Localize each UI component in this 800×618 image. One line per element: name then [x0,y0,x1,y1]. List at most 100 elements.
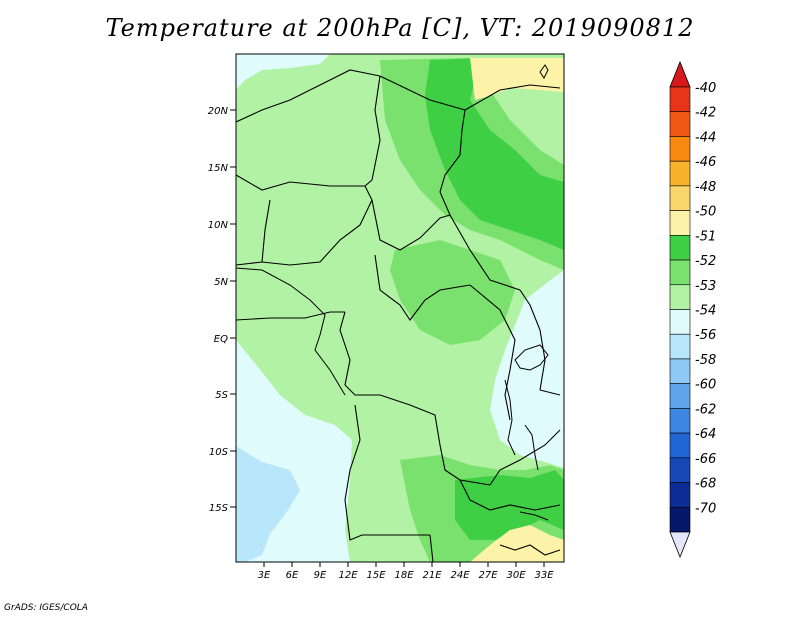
colorbar-cell [669,506,691,533]
axis-ticks [230,109,545,567]
border-line [236,174,373,201]
lon-label: 15E [366,570,386,581]
colorbar-label: -64 [695,427,716,442]
border-line [261,199,271,263]
colorbar-label: -50 [695,205,716,220]
lon-label: 30E [506,570,526,581]
lat-label: 20N [208,106,229,117]
lon-label: 6E [286,570,299,581]
colorbar-label: -53 [695,279,716,294]
colorbar-cells [669,86,691,533]
colorbar-cell [669,432,691,459]
colorbar-cell [669,482,691,508]
colorbar-cell [669,259,691,286]
lon-label: 9E [314,570,327,581]
lat-label: 5N [214,277,228,288]
lat-label: 5S [215,390,228,401]
shade-northeast-warm [470,58,564,100]
lake-outline [524,424,539,471]
lakes-and-coast [236,64,549,521]
latitude-labels: 20N 15N 10N 5N EQ 5S 10S 15S [208,106,229,514]
lat-label: 10S [209,447,229,458]
colorbar: -40 -42 -44 -46 -48 -50 -51 -52 -53 -54 -56 -58 -60 -… [669,60,716,559]
colorbar-label: -60 [695,378,716,393]
colorbar-cell [669,136,691,162]
colorbar-label: -58 [695,353,716,368]
border-line [519,289,546,391]
colorbar-cell [669,185,691,211]
colorbar-cell [669,457,691,483]
border-line [469,284,516,421]
border-line [464,84,561,111]
shade-central-green [390,240,515,345]
colorbar-label: -40 [695,81,716,96]
lon-label: 27E [478,570,498,581]
border-line [409,404,491,486]
lon-label: 3E [258,570,271,581]
colorbar-cell [669,111,691,137]
temperature-shading [236,54,564,562]
border-line [236,311,345,321]
lat-label: 15N [208,163,229,174]
border-line [459,479,561,511]
colorbar-label: -48 [695,180,716,195]
colorbar-label: -44 [695,130,716,145]
colorbar-bottom-triangle [669,531,691,559]
map-frame [235,53,565,563]
colorbar-label: -70 [695,501,716,516]
border-line [449,214,521,291]
longitude-labels: 3E 6E 9E 12E 15E 18E 21E 24E 27E 30E 33E [258,570,555,581]
border-line [379,75,466,216]
coastline [236,267,346,396]
lon-label: 18E [394,570,414,581]
colorbar-label: -56 [695,328,716,343]
colorbar-label: -52 [695,254,716,269]
colorbar-cell [669,309,691,335]
colorbar-label: -51 [695,229,716,244]
shade-southeast-warm [470,525,564,562]
colorbar-cell [669,284,691,310]
colorbar-label: -42 [695,106,716,121]
lake-outline [504,379,516,456]
colorbar-cell [669,86,691,113]
lat-label: 15S [209,503,229,514]
lat-label: EQ [214,334,228,345]
colorbar-cell [669,210,691,236]
colorbar-cell [669,383,691,409]
lake-outline [539,64,549,79]
colorbar-label: -66 [695,452,716,467]
colorbar-labels: -40 -42 -44 -46 -48 -50 -51 -52 -53 -54 -56 -58 -60 -… [695,81,716,516]
colorbar-cell [669,333,691,360]
border-line [499,544,561,556]
country-borders [236,69,561,562]
lon-label: 12E [338,570,358,581]
credit-text: GrADS: IGES/COLA [4,603,88,613]
lon-label: 33E [534,570,554,581]
colorbar-label: -62 [695,402,716,417]
border-line [339,311,411,406]
lon-label: 21E [422,570,442,581]
colorbar-cell [669,408,691,434]
border-line [429,534,434,562]
border-line [374,254,471,321]
shade-ocean-south-cold [236,446,300,562]
colorbar-label: -46 [695,155,716,170]
border-line [344,404,430,541]
chart-title: Temperature at 200hPa [C], VT: 201909081… [105,14,695,42]
colorbar-cell [669,235,691,261]
border-line [371,199,451,251]
border-line [364,75,381,187]
lake-outline [514,344,549,371]
border-line [539,389,561,396]
colorbar-label: -54 [695,304,716,319]
colorbar-top-triangle [669,60,691,88]
lat-label: 10N [208,220,229,231]
colorbar-cell [669,358,691,384]
lake-outline [519,511,549,521]
lon-label: 24E [450,570,470,581]
border-line [489,429,561,486]
border-line [236,69,381,123]
colorbar-cell [669,160,691,187]
shade-northwest-cold [236,54,330,90]
